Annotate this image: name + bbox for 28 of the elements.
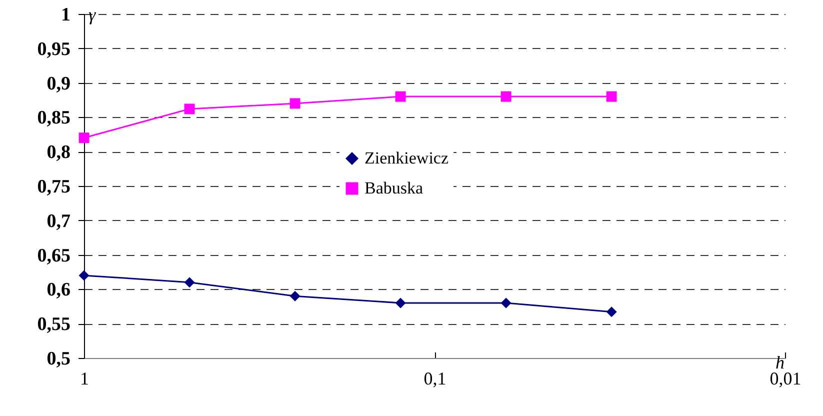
y-tick-label: 0,65 [37,245,70,266]
point [500,91,512,102]
point [500,298,512,308]
point [184,277,195,288]
point [78,270,90,281]
y-tick-label: 0,75 [37,176,70,198]
point [290,290,300,302]
x-tick-label: 1 [80,368,89,388]
y-tick-label: 0,85 [37,108,70,129]
point [395,91,406,102]
y-tick-label: 1 [61,4,70,26]
y-tick-label: 0,55 [37,314,70,336]
x-tick-label: 0,1 [424,368,446,388]
point [606,306,617,318]
point [290,98,300,109]
point [395,298,406,308]
y-tick-label: 0,8 [46,142,70,164]
point [78,132,90,144]
y-tick-label: 0,6 [46,280,70,301]
legend-label: Babuska [364,178,424,198]
point [184,104,195,114]
y-tick-label: 0,5 [46,348,70,370]
y-axis-title: γ [88,4,96,24]
y-tick-label: 0,95 [37,38,70,60]
legend-label: Zienkiewicz [364,148,449,168]
point [606,91,617,102]
y-tick-label: 0,7 [46,210,71,232]
y-tick-label: 0,9 [46,73,70,94]
